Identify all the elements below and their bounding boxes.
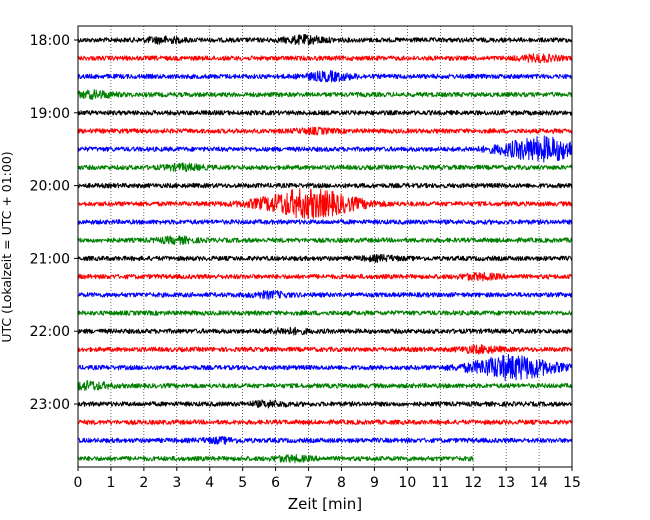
x-tick-label: 15 xyxy=(563,475,581,491)
trace-row-17 xyxy=(77,344,573,355)
trace-row-9 xyxy=(77,188,573,219)
trace-row-22 xyxy=(77,436,573,445)
x-tick-label: 12 xyxy=(464,475,482,491)
trace-row-11 xyxy=(77,235,573,246)
trace-row-19 xyxy=(77,380,573,391)
trace-row-2 xyxy=(77,70,573,83)
y-tick-label: 19:00 xyxy=(30,106,70,122)
trace-row-3 xyxy=(77,89,573,101)
x-tick-label: 9 xyxy=(370,475,379,491)
x-tick-label: 13 xyxy=(497,475,515,491)
x-tick-label: 1 xyxy=(106,475,115,491)
y-tick-label: 18:00 xyxy=(30,33,70,49)
trace-row-5 xyxy=(77,126,573,136)
plot-frame xyxy=(77,25,573,468)
trace-row-8 xyxy=(77,182,573,189)
x-tick-label: 2 xyxy=(139,475,148,491)
x-tick-label: 3 xyxy=(172,475,181,491)
x-tick-label: 6 xyxy=(271,475,280,491)
x-axis: 0 1 2 3 4 5 6 7 8 9 10 11 12 13 14 15 xyxy=(74,467,581,491)
trace-row-1 xyxy=(77,53,573,64)
trace-row-16 xyxy=(77,326,573,336)
x-tick-label: 14 xyxy=(530,475,548,491)
y-tick-label: 22:00 xyxy=(30,324,70,340)
x-tick-label: 7 xyxy=(304,475,313,491)
trace-row-13 xyxy=(77,271,573,282)
trace-row-12 xyxy=(77,253,573,263)
x-axis-label: Zeit [min] xyxy=(288,495,362,513)
x-tick-label: 8 xyxy=(337,475,346,491)
trace-row-18 xyxy=(77,353,573,381)
y-tick-label: 23:00 xyxy=(30,397,70,413)
trace-row-10 xyxy=(77,219,573,225)
trace-row-7 xyxy=(77,162,573,172)
trace-row-14 xyxy=(77,289,573,300)
trace-row-0 xyxy=(77,34,573,46)
x-tick-label: 11 xyxy=(431,475,449,491)
x-tick-label: 5 xyxy=(238,475,247,491)
trace-row-21 xyxy=(77,419,573,425)
trace-row-6 xyxy=(77,135,573,163)
x-tick-label: 0 xyxy=(74,475,83,491)
trace-row-20 xyxy=(77,399,573,409)
trace-row-4 xyxy=(77,110,573,116)
x-tick-label: 10 xyxy=(398,475,416,491)
trace-group xyxy=(77,34,573,464)
trace-row-23 xyxy=(77,453,474,464)
x-tick-label: 4 xyxy=(205,475,214,491)
y-tick-label: 21:00 xyxy=(30,251,70,267)
plot-background xyxy=(78,26,572,467)
y-tick-label: 20:00 xyxy=(30,179,70,195)
y-axis: 18:00 19:00 20:00 21:00 22:00 23:00 xyxy=(30,33,78,413)
trace-row-15 xyxy=(77,310,573,316)
y-axis-label: UTC (Lokalzeit = UTC + 01:00) xyxy=(0,151,14,342)
